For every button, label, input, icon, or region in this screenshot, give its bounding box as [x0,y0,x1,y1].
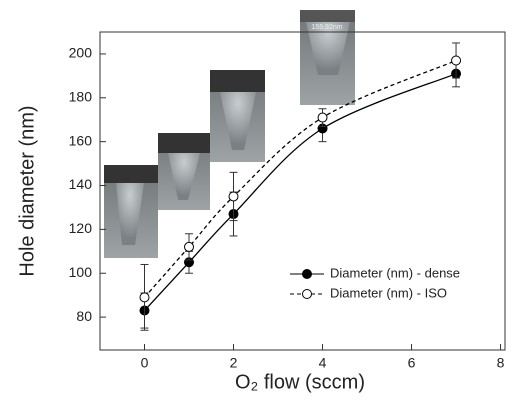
y-axis-label: Hole diameter (nm) [16,105,38,276]
legend-label: Diameter (nm) - ISO [330,285,447,300]
point [139,292,150,303]
y-tick-label: 180 [69,88,93,104]
y-tick-label: 200 [69,45,93,61]
legend-marker [302,269,312,279]
y-tick-label: 120 [69,220,93,236]
y-tick-label: 160 [69,132,93,148]
series-line [144,59,457,298]
x-tick-label: 4 [319,355,327,371]
y-tick-label: 140 [69,176,93,192]
x-tick-label: 2 [230,355,238,371]
legend-label: Diameter (nm) - dense [330,265,460,280]
inset-label: 155.92nm [311,24,342,31]
point [228,191,239,202]
x-tick-label: 6 [408,355,416,371]
x-tick-label: 8 [497,355,505,371]
x-axis-label: O₂ flow (sccm) [235,371,365,393]
y-tick-label: 80 [76,308,92,324]
series-line [144,73,457,311]
y-tick-label: 100 [69,264,93,280]
sem-insets: 155.92nm [104,10,355,258]
legend-marker [302,289,312,299]
plot-frame [99,31,506,351]
x-tick-label: 0 [141,355,149,371]
point [317,112,328,123]
point [451,55,462,66]
point [184,241,195,252]
